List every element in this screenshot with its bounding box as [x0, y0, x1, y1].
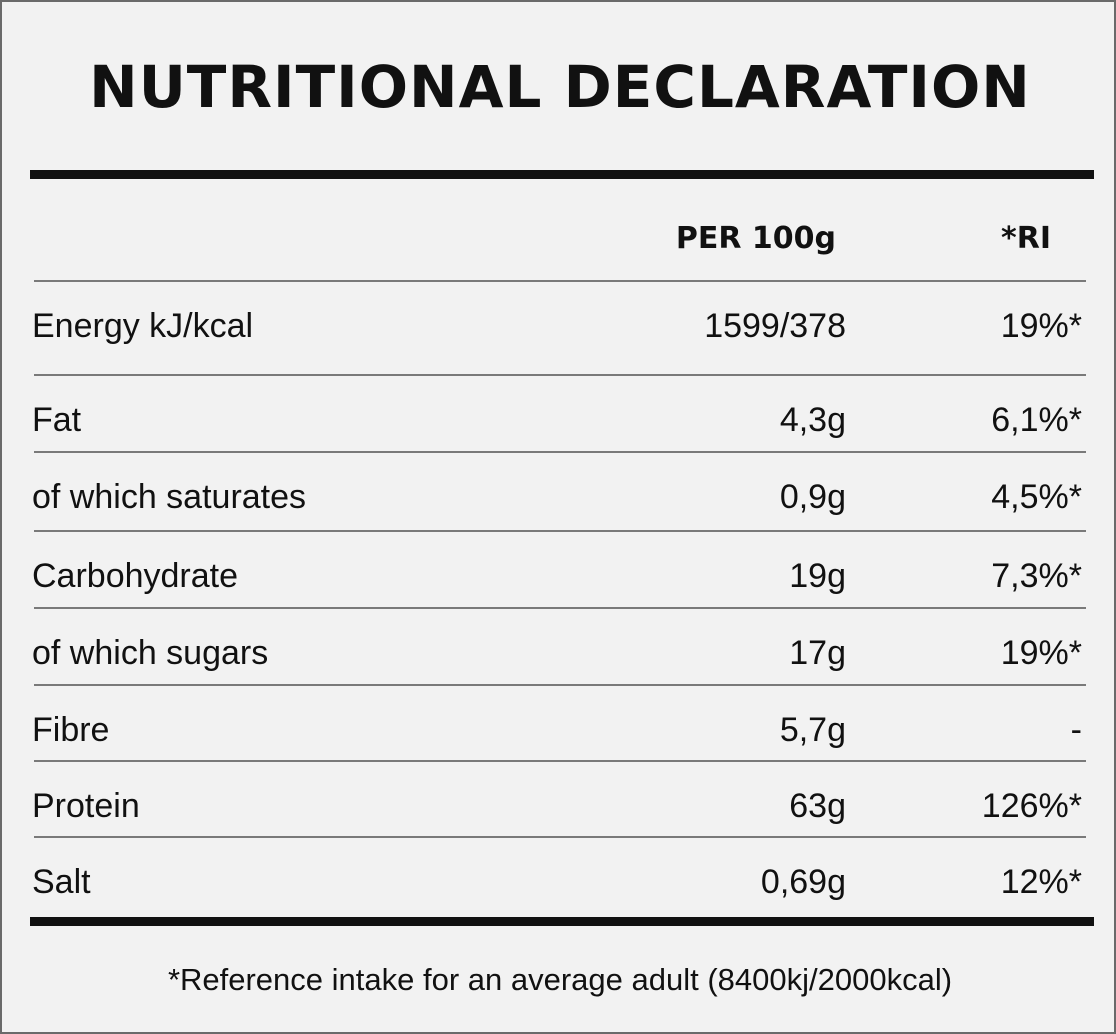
row-per-100g-value: 4,3g	[779, 401, 846, 439]
row-label: Fibre	[32, 711, 110, 749]
reference-intake-footnote: *Reference intake for an average adult (…	[167, 962, 953, 997]
table-row-fat: Fat 4,3g 6,1%*	[2, 374, 1116, 450]
row-label: Carbohydrate	[32, 557, 239, 595]
row-ri-value: 126%*	[981, 787, 1082, 825]
row-label: Salt	[32, 863, 91, 901]
row-per-100g-value: 63g	[789, 787, 846, 825]
row-divider	[34, 684, 1086, 686]
row-label: Energy kJ/kcal	[32, 307, 254, 345]
table-row-saturates: of which saturates 0,9g 4,5%*	[2, 451, 1116, 527]
bottom-thick-rule	[30, 917, 1094, 926]
column-header-ri: *RI	[1001, 221, 1051, 256]
row-divider	[34, 760, 1086, 762]
row-ri-value: -	[1070, 711, 1082, 749]
row-per-100g-value: 5,7g	[779, 711, 846, 749]
table-row-carbohydrate: Carbohydrate 19g 7,3%*	[2, 530, 1116, 606]
table-header: PER 100g *RI	[2, 214, 1116, 264]
row-ri-value: 12%*	[1000, 863, 1082, 901]
row-divider	[34, 374, 1086, 376]
row-ri-value: 7,3%*	[991, 557, 1082, 595]
top-thick-rule	[30, 170, 1094, 179]
row-label: Protein	[32, 787, 140, 825]
row-divider	[34, 530, 1086, 532]
row-divider	[34, 451, 1086, 453]
row-divider	[34, 607, 1086, 609]
table-row-fibre: Fibre 5,7g -	[2, 684, 1116, 760]
row-per-100g-value: 17g	[789, 634, 846, 672]
column-header-per-100g: PER 100g	[675, 221, 836, 256]
table-row-salt: Salt 0,69g 12%*	[2, 836, 1116, 912]
table-row-energy: Energy kJ/kcal 1599/378 19%*	[2, 280, 1116, 356]
row-label: Fat	[32, 401, 82, 439]
row-per-100g-value: 19g	[789, 557, 846, 595]
row-divider	[34, 836, 1086, 838]
table-row-sugars: of which sugars 17g 19%*	[2, 607, 1116, 683]
row-ri-value: 6,1%*	[991, 401, 1082, 439]
row-divider	[34, 280, 1086, 282]
table-row-protein: Protein 63g 126%*	[2, 760, 1116, 836]
row-per-100g-value: 0,9g	[779, 478, 846, 516]
row-label: of which saturates	[32, 478, 307, 516]
row-per-100g-value: 0,69g	[760, 863, 846, 901]
row-label: of which sugars	[32, 634, 269, 672]
page-title: NUTRITIONAL DECLARATION	[89, 53, 1031, 121]
row-per-100g-value: 1599/378	[704, 307, 846, 345]
row-ri-value: 4,5%*	[991, 478, 1082, 516]
row-ri-value: 19%*	[1000, 307, 1082, 345]
row-ri-value: 19%*	[1000, 634, 1082, 672]
